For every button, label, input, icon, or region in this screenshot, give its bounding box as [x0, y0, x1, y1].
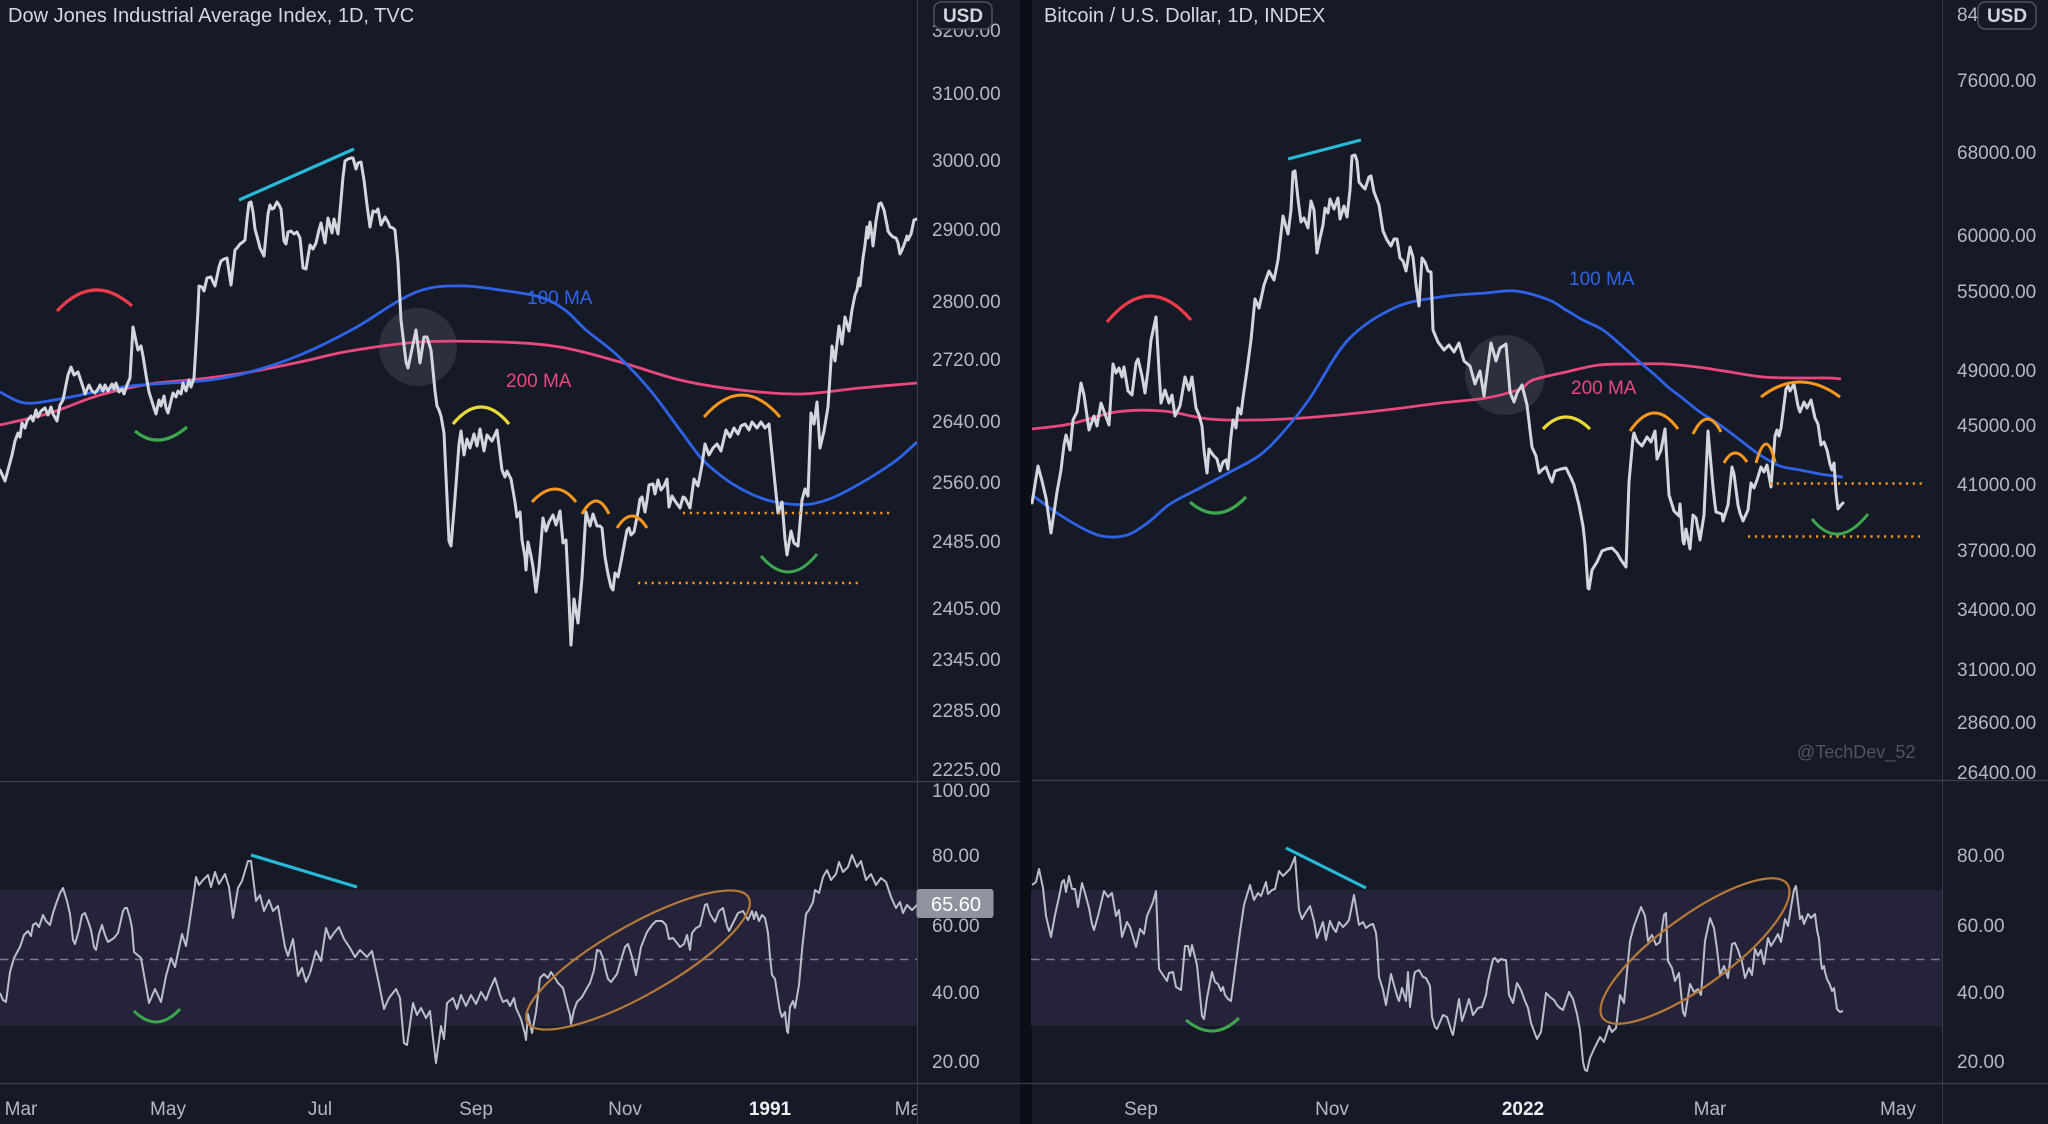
svg-text:2022: 2022 — [1502, 1099, 1544, 1120]
svg-text:Nov: Nov — [608, 1099, 642, 1120]
svg-text:2900.00: 2900.00 — [932, 220, 1001, 241]
svg-text:USD: USD — [943, 6, 983, 27]
svg-text:34000.00: 34000.00 — [1957, 600, 2036, 621]
svg-text:2345.00: 2345.00 — [932, 650, 1001, 671]
svg-text:3100.00: 3100.00 — [932, 84, 1001, 105]
svg-text:200 MA: 200 MA — [506, 371, 572, 392]
svg-text:37000.00: 37000.00 — [1957, 541, 2036, 562]
svg-text:31000.00: 31000.00 — [1957, 660, 2036, 681]
svg-text:2720.00: 2720.00 — [932, 350, 1001, 371]
svg-text:100 MA: 100 MA — [527, 288, 593, 309]
svg-text:Jul: Jul — [308, 1099, 332, 1120]
svg-text:45000.00: 45000.00 — [1957, 416, 2036, 437]
svg-text:26400.00: 26400.00 — [1957, 763, 2036, 784]
svg-text:2560.00: 2560.00 — [932, 473, 1001, 494]
svg-text:2485.00: 2485.00 — [932, 532, 1001, 553]
svg-text:40.00: 40.00 — [1957, 983, 2005, 1004]
svg-text:@TechDev_52: @TechDev_52 — [1797, 742, 1915, 763]
svg-text:Sep: Sep — [459, 1099, 493, 1120]
svg-text:41000.00: 41000.00 — [1957, 475, 2036, 496]
svg-text:1991: 1991 — [749, 1099, 792, 1120]
svg-text:40.00: 40.00 — [932, 983, 980, 1004]
svg-text:Dow Jones Industrial Average I: Dow Jones Industrial Average Index, 1D, … — [8, 5, 414, 27]
svg-text:60.00: 60.00 — [1957, 916, 2005, 937]
svg-text:USD: USD — [1987, 6, 2027, 27]
svg-text:Nov: Nov — [1315, 1099, 1349, 1120]
svg-text:100.00: 100.00 — [932, 781, 990, 802]
svg-text:80.00: 80.00 — [1957, 846, 2005, 867]
svg-text:May: May — [1880, 1099, 1916, 1120]
svg-text:200 MA: 200 MA — [1571, 378, 1637, 399]
svg-text:Mar: Mar — [895, 1099, 928, 1120]
svg-text:20.00: 20.00 — [1957, 1052, 2005, 1073]
svg-text:20.00: 20.00 — [932, 1052, 980, 1073]
svg-text:80.00: 80.00 — [932, 846, 980, 867]
svg-text:3000.00: 3000.00 — [932, 151, 1001, 172]
svg-text:55000.00: 55000.00 — [1957, 282, 2036, 303]
svg-text:100 MA: 100 MA — [1569, 269, 1635, 290]
svg-text:65.60: 65.60 — [931, 894, 981, 916]
svg-text:Mar: Mar — [5, 1099, 38, 1120]
svg-text:Sep: Sep — [1124, 1099, 1158, 1120]
svg-text:2285.00: 2285.00 — [932, 701, 1001, 722]
svg-text:May: May — [150, 1099, 186, 1120]
svg-text:49000.00: 49000.00 — [1957, 361, 2036, 382]
svg-text:60.00: 60.00 — [932, 916, 980, 937]
svg-text:Mar: Mar — [1694, 1099, 1727, 1120]
svg-text:2225.00: 2225.00 — [932, 760, 1001, 781]
svg-text:76000.00: 76000.00 — [1957, 71, 2036, 92]
svg-text:28600.00: 28600.00 — [1957, 713, 2036, 734]
svg-text:2800.00: 2800.00 — [932, 292, 1001, 313]
svg-text:Bitcoin / U.S. Dollar, 1D, IND: Bitcoin / U.S. Dollar, 1D, INDEX — [1044, 5, 1325, 27]
svg-text:2640.00: 2640.00 — [932, 412, 1001, 433]
svg-text:68000.00: 68000.00 — [1957, 143, 2036, 164]
svg-text:2405.00: 2405.00 — [932, 599, 1001, 620]
svg-text:60000.00: 60000.00 — [1957, 226, 2036, 247]
